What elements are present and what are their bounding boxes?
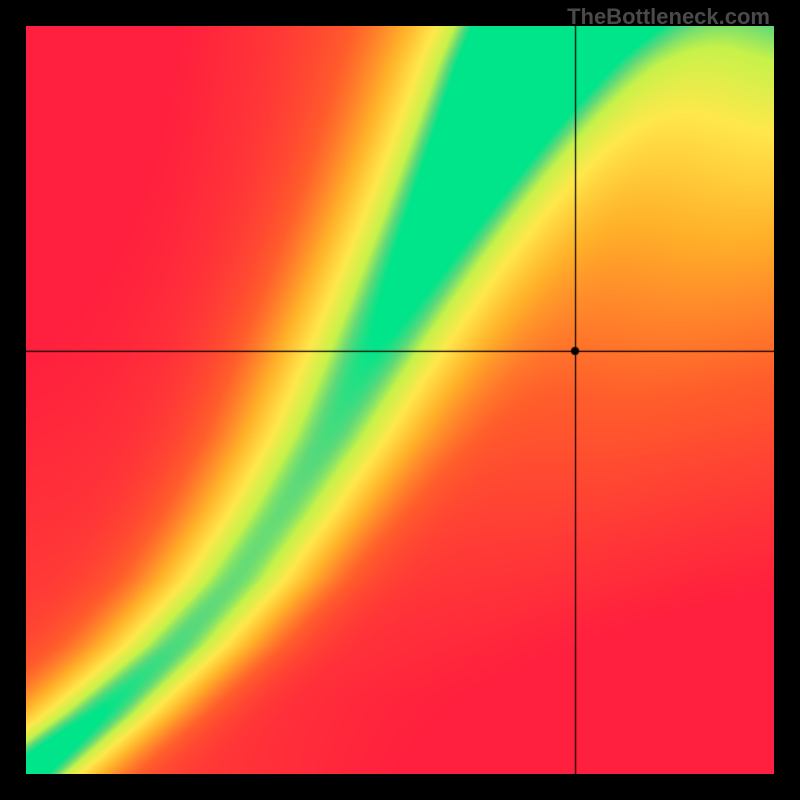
heatmap-chart xyxy=(26,26,774,774)
chart-container: TheBottleneck.com xyxy=(0,0,800,800)
watermark-text: TheBottleneck.com xyxy=(567,4,770,30)
